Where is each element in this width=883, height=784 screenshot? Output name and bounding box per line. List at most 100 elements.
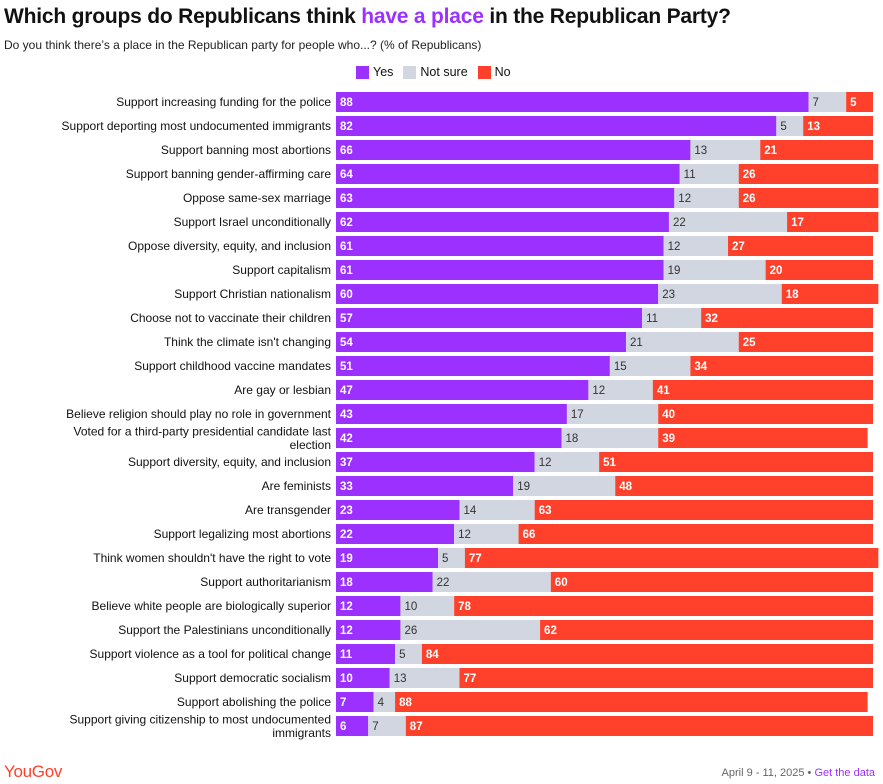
yougov-logo: YouGov [4,762,63,781]
bar-yes [336,524,455,544]
bar-not-sure [534,452,600,472]
category-label: Support capitalism [232,263,331,277]
bar-no [652,380,873,400]
bar-yes [336,644,396,664]
data-label-no: 41 [657,385,670,397]
data-label-yes: 62 [340,217,353,229]
bar-yes [336,716,369,736]
bar-not-sure [368,716,406,736]
bar-not-sure [561,428,659,448]
data-label-not-sure: 18 [566,433,579,445]
data-label-not-sure: 23 [662,289,675,301]
bar-not-sure [642,308,702,328]
category-label: Support the Palestinians unconditionally [118,623,331,637]
data-label-yes: 7 [340,697,346,709]
data-label-yes: 61 [340,265,353,277]
data-label-no: 21 [764,145,777,157]
data-label-yes: 64 [340,169,353,181]
data-label-not-sure: 7 [372,721,378,733]
chart-legend: Yes Not sure No [356,65,511,79]
bar-not-sure [459,500,535,520]
bar-no [405,716,873,736]
data-label-yes: 82 [340,121,353,133]
data-label-not-sure: 12 [668,241,681,253]
data-label-not-sure: 13 [394,673,407,685]
bar-no [701,308,873,328]
bar-not-sure [513,476,616,496]
bar-not-sure [808,92,847,112]
category-label: Support Christian nationalism [174,287,331,301]
category-label: Support giving citizenship to most undoc… [70,712,332,740]
data-label-yes: 47 [340,385,353,397]
bar-yes [336,284,659,304]
title-suffix: in the Republican Party? [483,5,731,28]
bar-yes [336,260,664,280]
bar-not-sure [625,332,739,352]
data-label-no: 88 [399,697,412,709]
bar-not-sure [663,260,766,280]
category-label: Think the climate isn't changing [164,335,331,349]
data-label-not-sure: 12 [592,385,605,397]
legend-swatch-no [477,65,491,79]
category-label: Support diversity, equity, and inclusion [128,455,331,469]
data-label-not-sure: 19 [668,265,681,277]
bar-not-sure [674,188,739,208]
bar-yes [336,332,626,352]
bar-not-sure [609,356,691,376]
data-label-not-sure: 4 [378,697,385,709]
bar-not-sure [588,380,653,400]
category-label: Are feminists [262,479,331,493]
bar-no [454,596,873,616]
data-label-no: 84 [426,649,439,661]
data-label-yes: 43 [340,409,353,421]
category-label: Support banning most abortions [161,143,331,157]
bar-yes [336,596,401,616]
data-label-no: 34 [694,361,707,373]
data-label-yes: 37 [340,457,353,469]
data-label-yes: 88 [340,97,353,109]
bar-no [534,500,873,520]
data-label-not-sure: 13 [694,145,707,157]
data-label-yes: 12 [340,625,353,637]
legend-swatch-not-sure [403,65,417,79]
bar-yes [336,236,664,256]
data-label-not-sure: 17 [571,409,584,421]
legend-swatch-yes [356,65,369,79]
bar-yes [336,548,439,568]
bar-no [781,284,879,304]
category-label: Support increasing funding for the polic… [116,95,331,109]
bar-yes [336,476,514,496]
legend-label-no: No [494,65,511,79]
data-label-no: 77 [469,553,482,565]
footer-date: April 9 - 11, 2025 [721,767,805,779]
bar-yes [336,620,401,640]
data-label-yes: 54 [340,337,353,349]
legend-label-yes: Yes [373,65,394,79]
data-label-no: 26 [743,169,756,181]
bar-not-sure [400,596,455,616]
bar-not-sure [658,284,782,304]
data-label-no: 5 [850,97,857,109]
footer-meta: April 9 - 11, 2025 • Get the data [722,767,875,779]
data-label-yes: 33 [340,481,353,493]
bar-yes [336,380,589,400]
category-label: Oppose diversity, equity, and inclusion [128,239,331,253]
get-the-data-link[interactable]: Get the data [814,767,875,779]
data-label-no: 26 [743,193,756,205]
category-label: Believe religion should play no role in … [66,407,331,421]
data-label-no: 27 [732,241,745,253]
bar-yes [336,428,562,448]
bar-no [765,260,873,280]
bar-yes [336,212,669,232]
bar-no [421,644,873,664]
bar-yes [336,404,567,424]
bar-no [459,668,873,688]
bar-not-sure [668,212,788,232]
bar-no [540,620,873,640]
bar-no [615,476,873,496]
data-label-no: 25 [743,337,756,349]
title-prefix: Which groups do Republicans think [4,5,362,28]
bar-not-sure [395,644,422,664]
bar-not-sure [454,524,519,544]
bar-yes [336,356,610,376]
